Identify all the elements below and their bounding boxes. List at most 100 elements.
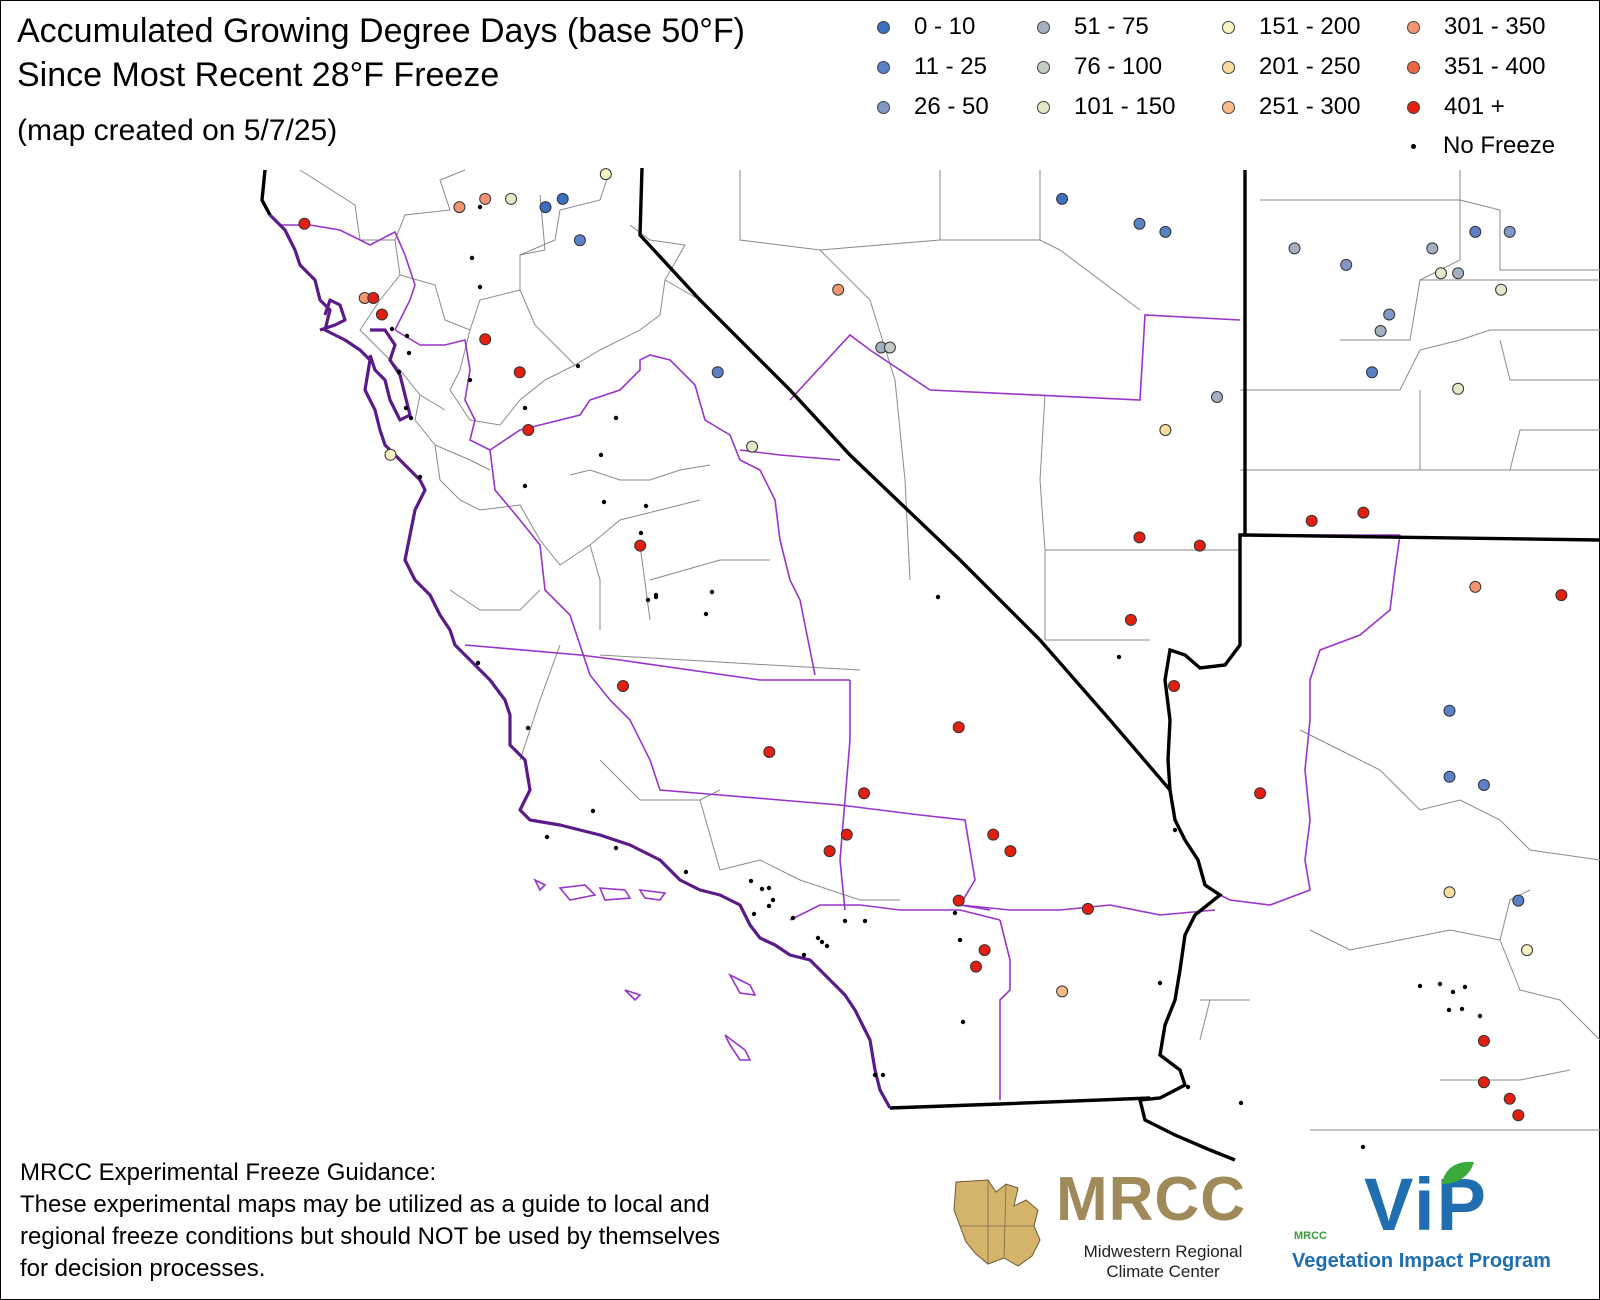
county-boundaries [299,169,1600,1131]
no-freeze-marker [417,474,423,480]
station-marker [384,448,397,461]
station-marker [823,845,836,858]
no-freeze-marker [1157,980,1163,986]
no-freeze-marker [396,369,402,375]
station-marker [513,366,526,379]
station-marker [1512,894,1525,907]
no-freeze-marker [601,499,607,505]
no-freeze-marker [1116,654,1122,660]
state-boundaries [260,167,1600,1162]
station-marker [1366,366,1378,379]
leaf-icon [1442,1161,1474,1184]
station-marker [987,828,1000,841]
climate-division-boundaries [280,224,1401,1100]
station-marker [1503,1092,1516,1105]
station-marker [858,787,870,800]
mrcc-logo: MRCC Midwestern Regional Climate Center [948,1165,1288,1281]
station-marker [1555,589,1568,602]
mrcc-logo-word: MRCC [1056,1165,1246,1234]
legend-swatch [877,100,890,114]
station-marker [1443,886,1456,899]
disclaimer: MRCC Experimental Freeze Guidance: These… [20,1157,900,1285]
map-created-date: (map created on 5/7/25) [17,114,338,147]
no-freeze-marker [638,530,644,536]
no-freeze-marker [819,939,825,945]
station-marker [1452,267,1465,280]
legend-swatch [1037,20,1050,34]
station-marker [952,894,965,907]
disclaimer-line: regional freeze conditions but should NO… [20,1223,720,1250]
no-freeze-marker [880,1072,886,1078]
station-marker [1426,242,1439,255]
legend-swatch [1222,60,1235,74]
disclaimer-line: for decision processes. [20,1255,266,1282]
no-freeze-marker [643,503,649,509]
legend-swatch [1037,100,1050,114]
no-freeze-marker [935,594,941,600]
legend-label: 51 - 75 [1074,13,1149,40]
station-marker [970,960,982,973]
legend-label: 151 - 200 [1259,13,1361,40]
no-freeze-marker [801,952,807,958]
station-marker [1357,506,1370,519]
legend-item: 301 - 350 [1407,12,1545,42]
no-freeze-marker [544,834,550,840]
no-freeze-marker [1238,1100,1244,1106]
station-marker [1133,531,1146,544]
legend-no-freeze-dot [1411,143,1416,149]
station-marker [711,366,724,379]
station-marker [617,680,629,692]
station-marker [832,283,845,296]
station-marker [539,201,552,214]
station-marker [556,192,569,205]
station-marker [1081,902,1094,915]
station-marker [1056,192,1069,205]
no-freeze-marker [613,415,619,421]
midwest-map-icon [953,1179,1041,1267]
station-marker [1340,258,1353,271]
no-freeze-marker [406,350,412,356]
no-freeze-marker [598,452,604,458]
station-marker [1512,1109,1525,1122]
station-marker [883,341,896,354]
disclaimer-heading: MRCC Experimental Freeze Guidance: [20,1159,437,1186]
no-freeze-marker [815,935,821,941]
vip-logo-word: ViP [1364,1163,1488,1246]
station-marker [479,333,492,346]
no-freeze-marker [1172,827,1178,833]
no-freeze-marker [952,910,958,916]
no-freeze-marker [703,611,709,617]
station-marker [1211,391,1223,403]
station-marker [1469,225,1482,238]
station-marker [1443,704,1456,717]
no-freeze-marker [522,483,528,489]
no-freeze-marker [645,597,651,603]
station-marker [952,721,965,734]
mrcc-logo-sub2: Climate Center [1106,1262,1220,1281]
no-freeze-marker [709,589,715,595]
station-marker [479,192,492,205]
no-freeze-marker [790,915,796,921]
legend-item: 201 - 250 [1222,52,1360,82]
legend-label: 26 - 50 [914,93,989,120]
legend-item: 401 + [1407,92,1505,122]
station-marker [1168,680,1180,692]
no-freeze-marker [525,725,531,731]
station-marker [1443,770,1456,783]
no-freeze-marker [590,808,596,814]
legend-label: 101 - 150 [1074,93,1176,120]
station-marker [573,234,586,247]
no-freeze-marker [389,326,395,332]
coastline [268,213,892,1109]
no-freeze-marker [1437,981,1443,987]
station-marker [599,168,612,181]
station-marker [375,308,388,321]
no-freeze-marker [1417,983,1423,989]
no-freeze-marker [824,943,830,949]
legend-label: 201 - 250 [1259,53,1361,80]
no-freeze-marker [759,886,765,892]
vip-logo-subtitle: Vegetation Impact Program [1292,1250,1551,1272]
no-freeze-marker [1450,989,1456,995]
no-freeze-marker [960,1019,966,1025]
